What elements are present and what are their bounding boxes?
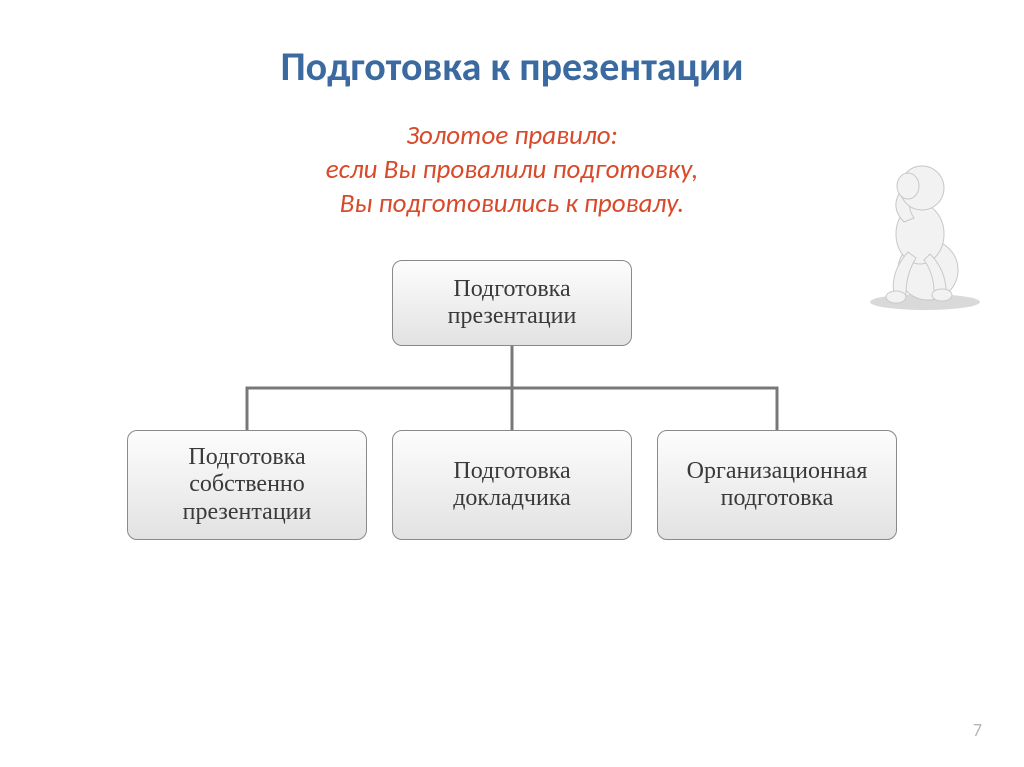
org-chart: Подготовка презентации Подготовка собстве… bbox=[127, 260, 897, 544]
org-node-child-1: Подготовка докладчика bbox=[392, 430, 632, 540]
org-node-child-0: Подготовка собственно презентации bbox=[127, 430, 367, 540]
slide-title: Подготовка к презентации bbox=[0, 42, 1024, 91]
org-node-child-2: Организационная подготовка bbox=[657, 430, 897, 540]
org-node-root: Подготовка презентации bbox=[392, 260, 632, 346]
thinking-figure-icon bbox=[850, 142, 1000, 312]
slide: Подготовка к презентации Золотое правило… bbox=[0, 0, 1024, 767]
page-number: 7 bbox=[973, 719, 982, 741]
